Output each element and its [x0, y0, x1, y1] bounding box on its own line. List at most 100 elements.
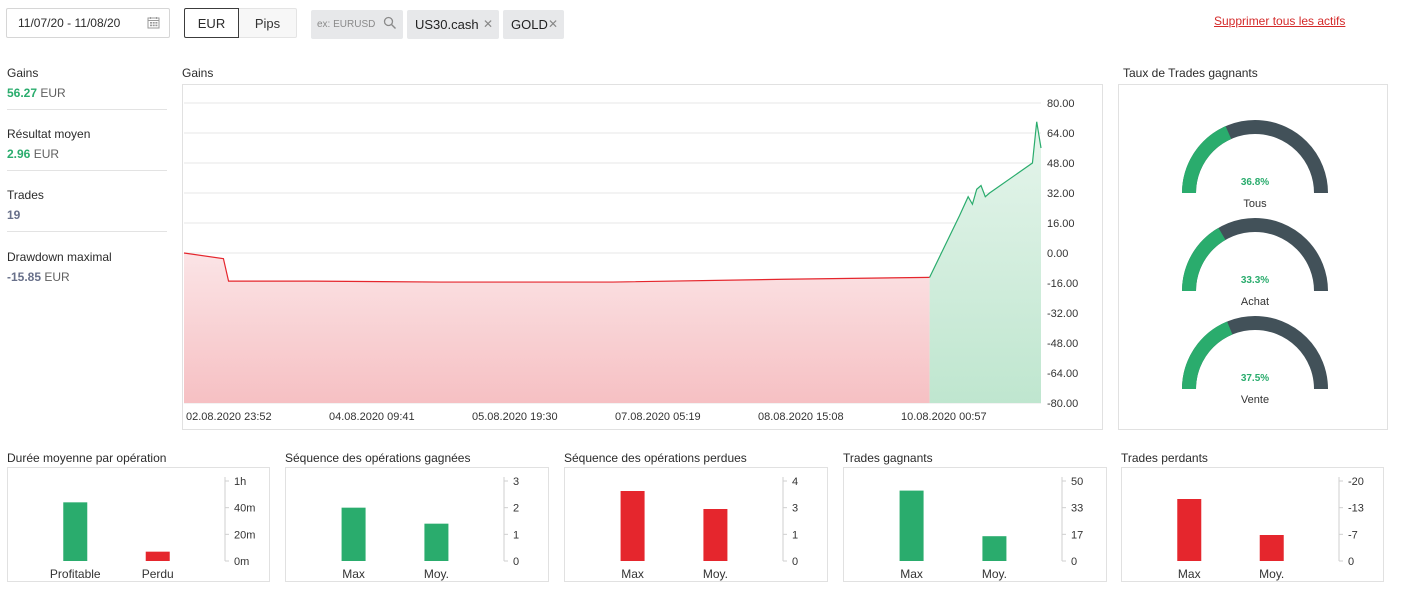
- divider: [7, 109, 167, 110]
- loss-line: [183, 252, 930, 283]
- stat-gains: Gains 56.27 EUR: [7, 66, 167, 100]
- bar-perdu: [145, 551, 170, 561]
- y-tick-label: 20m: [234, 529, 255, 541]
- y-tick-label: -48.00: [1047, 338, 1078, 350]
- x-tick-label: 02.08.2020 23:52: [186, 411, 272, 423]
- y-tick-label: 32.00: [1047, 188, 1075, 200]
- y-tick-label: 0: [1348, 556, 1354, 568]
- loss-streak-chart: 4 3 1 0 Max Moy.: [620, 476, 798, 581]
- stat-number: -15.85: [7, 270, 42, 284]
- y-tick-label: 0: [1071, 556, 1077, 568]
- winning-trades-chart: 50 33 17 0 Max Moy.: [899, 476, 1083, 581]
- gauge-fill: [1182, 126, 1232, 194]
- stat-number: 2.96: [7, 147, 31, 161]
- stat-max-drawdown: Drawdown maximal -15.85 EUR: [7, 250, 167, 284]
- gains-chart: 80.00 64.00 48.00 32.00 16.00 0.00 -16.00 -32.0…: [183, 98, 1078, 423]
- y-tick-label: -64.00: [1047, 368, 1078, 380]
- losing-trades-title: Trades perdants: [1121, 451, 1208, 465]
- win-rate-gauges: 36.8% Tous 33.3% Achat 37.5% Vente: [1182, 120, 1328, 406]
- win-rate-panel: 36.8% Tous 33.3% Achat 37.5% Vente: [1118, 84, 1388, 430]
- asset-search: [311, 10, 403, 39]
- stat-value: 19: [7, 208, 167, 222]
- stat-trades: Trades 19: [7, 188, 167, 222]
- bar-max: [341, 507, 366, 561]
- stat-number: 56.27: [7, 86, 38, 100]
- y-tick-label: -32.00: [1047, 308, 1078, 320]
- gauge-label: Achat: [1241, 296, 1269, 308]
- pips-button[interactable]: Pips: [239, 8, 297, 38]
- stat-label: Gains: [7, 66, 39, 80]
- divider: [7, 231, 167, 232]
- divider: [7, 170, 167, 171]
- gauge-value: 37.5%: [1241, 373, 1269, 384]
- close-icon[interactable]: ✕: [548, 17, 559, 31]
- y-tick-label: 17: [1071, 529, 1083, 541]
- gains-chart-panel: 80.00 64.00 48.00 32.00 16.00 0.00 -16.00 -32.0…: [182, 84, 1103, 430]
- avg-duration-chart: 1h 40m 20m 0m Profitable Perdu: [50, 476, 255, 581]
- gauge-value: 36.8%: [1241, 177, 1269, 188]
- asset-chip: US30.cash ✕: [407, 10, 499, 39]
- profit-area: [929, 121, 1041, 403]
- date-range-picker[interactable]: 11/07/20 - 11/08/20: [6, 8, 170, 38]
- y-tick-label: 50: [1071, 476, 1083, 488]
- gauge-value: 33.3%: [1241, 275, 1269, 286]
- calendar-icon: [147, 17, 160, 29]
- y-tick-label: -20: [1348, 476, 1364, 488]
- x-tick-label: 04.08.2020 09:41: [329, 411, 415, 423]
- losing-trades-chart: -20 -13 -7 0 Max Moy.: [1177, 476, 1364, 581]
- bar-profitable: [63, 502, 88, 561]
- win-rate-title: Taux de Trades gagnants: [1123, 66, 1258, 80]
- gauge-fill: [1182, 321, 1233, 390]
- y-tick-label: 0: [792, 556, 798, 568]
- x-tick-label: 07.08.2020 05:19: [615, 411, 701, 423]
- profit-line: [929, 121, 1042, 278]
- search-icon[interactable]: [383, 16, 397, 30]
- y-tick-label: 64.00: [1047, 128, 1075, 140]
- y-tick-label: -80.00: [1047, 398, 1078, 410]
- bar-max: [620, 491, 645, 561]
- win-streak-panel: 3 2 1 0 Max Moy.: [285, 467, 549, 582]
- bar-moy: [1259, 535, 1284, 561]
- y-tick-label: 1h: [234, 476, 246, 488]
- stat-unit: EUR: [40, 86, 66, 100]
- asset-search-input[interactable]: [317, 16, 381, 32]
- stat-value: 2.96 EUR: [7, 147, 167, 161]
- y-tick-label: 16.00: [1047, 218, 1075, 230]
- x-tick-label: 10.08.2020 00:57: [901, 411, 987, 423]
- y-tick-label: 48.00: [1047, 158, 1075, 170]
- stat-number: 19: [7, 208, 21, 222]
- category-label: Max: [621, 567, 644, 581]
- y-tick-label: -13: [1348, 503, 1364, 515]
- bar-moy: [424, 523, 449, 561]
- stat-label: Résultat moyen: [7, 127, 91, 141]
- category-label: Profitable: [50, 567, 101, 581]
- avg-duration-title: Durée moyenne par opération: [7, 451, 167, 465]
- loss-streak-title: Séquence des opérations perdues: [564, 451, 747, 465]
- winning-trades-title: Trades gagnants: [843, 451, 933, 465]
- stat-label: Drawdown maximal: [7, 250, 112, 264]
- winning-trades-panel: 50 33 17 0 Max Moy.: [843, 467, 1107, 582]
- category-label: Moy.: [424, 567, 449, 581]
- eur-button[interactable]: EUR: [184, 8, 239, 38]
- gauge-label: Tous: [1243, 198, 1267, 210]
- stat-unit: EUR: [44, 270, 70, 284]
- y-tick-label: 40m: [234, 503, 255, 515]
- date-range-text: 11/07/20 - 11/08/20: [18, 16, 121, 30]
- stat-label: Trades: [7, 188, 44, 202]
- bar-moy: [703, 509, 728, 561]
- y-tick-label: 80.00: [1047, 98, 1075, 110]
- stat-value: -15.85 EUR: [7, 270, 167, 284]
- asset-chip: GOLD ✕: [503, 10, 564, 39]
- bar-max: [1177, 499, 1202, 561]
- category-label: Moy.: [982, 567, 1007, 581]
- category-label: Moy.: [703, 567, 728, 581]
- x-tick-label: 05.08.2020 19:30: [472, 411, 558, 423]
- close-icon[interactable]: ✕: [483, 17, 494, 31]
- y-tick-label: 0: [513, 556, 519, 568]
- y-tick-label: 1: [513, 529, 519, 541]
- category-label: Perdu: [142, 567, 174, 581]
- remove-all-assets-link[interactable]: Supprimer tous les actifs: [1214, 14, 1346, 28]
- y-tick-label: 3: [513, 476, 519, 488]
- y-tick-label: 4: [792, 476, 798, 488]
- x-tick-label: 08.08.2020 15:08: [758, 411, 844, 423]
